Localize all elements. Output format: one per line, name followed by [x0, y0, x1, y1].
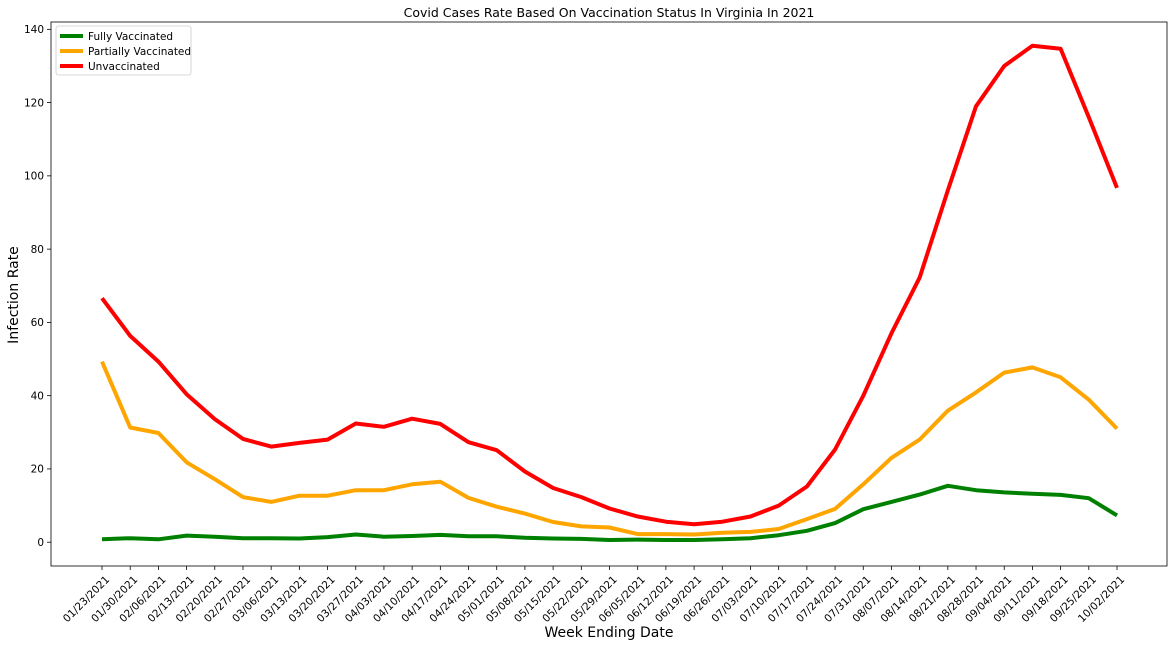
series-line-fully-vaccinated	[101, 483, 1119, 542]
x-axis-label: Week Ending Date	[545, 625, 674, 641]
y-axis-label: Infection Rate	[6, 246, 22, 344]
y-tick-label: 140	[24, 24, 44, 36]
y-tick-label: 100	[24, 171, 44, 183]
legend-label: Partially Vaccinated	[88, 46, 191, 58]
legend-box	[55, 25, 192, 76]
series-line-unvaccinated	[100, 43, 1119, 527]
series-line-partially-vaccinated	[100, 360, 1119, 537]
legend-label: Unvaccinated	[88, 61, 160, 73]
y-tick-label: 20	[31, 464, 44, 476]
y-tick-label: 120	[24, 97, 44, 109]
x-axis: 01/23/202101/30/202102/06/202102/13/2021…	[61, 566, 1127, 625]
series-layer	[100, 43, 1119, 542]
y-tick-label: 0	[37, 537, 44, 549]
legend: Fully Vaccinated Partially Vaccinated Unva…	[55, 25, 192, 76]
y-axis: 0 20 40 60 80 100 120 140	[24, 24, 51, 549]
y-tick-label: 60	[31, 317, 44, 329]
chart-title: Covid Cases Rate Based On Vaccination St…	[404, 5, 815, 20]
y-tick-label: 80	[31, 244, 44, 256]
legend-label: Fully Vaccinated	[88, 31, 173, 43]
y-tick-label: 40	[31, 390, 44, 402]
plot-frame	[50, 21, 1168, 567]
